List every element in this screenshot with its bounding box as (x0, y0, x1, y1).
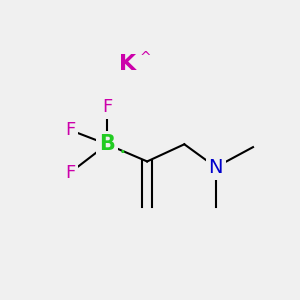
Text: ·: · (119, 141, 127, 165)
Text: F: F (102, 98, 112, 116)
Text: F: F (65, 164, 75, 182)
Text: F: F (65, 121, 75, 139)
Text: ^: ^ (140, 51, 152, 65)
Text: K: K (118, 54, 136, 74)
Text: N: N (208, 158, 223, 177)
Text: B: B (99, 134, 115, 154)
